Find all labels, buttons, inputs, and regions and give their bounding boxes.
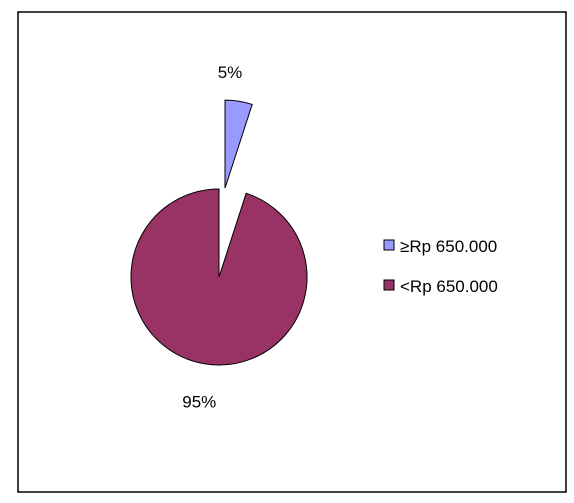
pie-slices bbox=[130, 99, 308, 366]
pie-slice-1 bbox=[130, 188, 308, 366]
legend: ≥Rp 650.000 <Rp 650.000 bbox=[383, 237, 498, 296]
data-label-95pct: 95% bbox=[182, 392, 216, 411]
legend-label-0: ≥Rp 650.000 bbox=[400, 237, 497, 256]
legend-swatch-1 bbox=[383, 279, 395, 291]
data-label-5pct: 5% bbox=[218, 63, 243, 82]
pie-slice-0 bbox=[224, 99, 253, 189]
legend-label-1: <Rp 650.000 bbox=[400, 277, 498, 296]
legend-swatch-0 bbox=[383, 239, 395, 251]
